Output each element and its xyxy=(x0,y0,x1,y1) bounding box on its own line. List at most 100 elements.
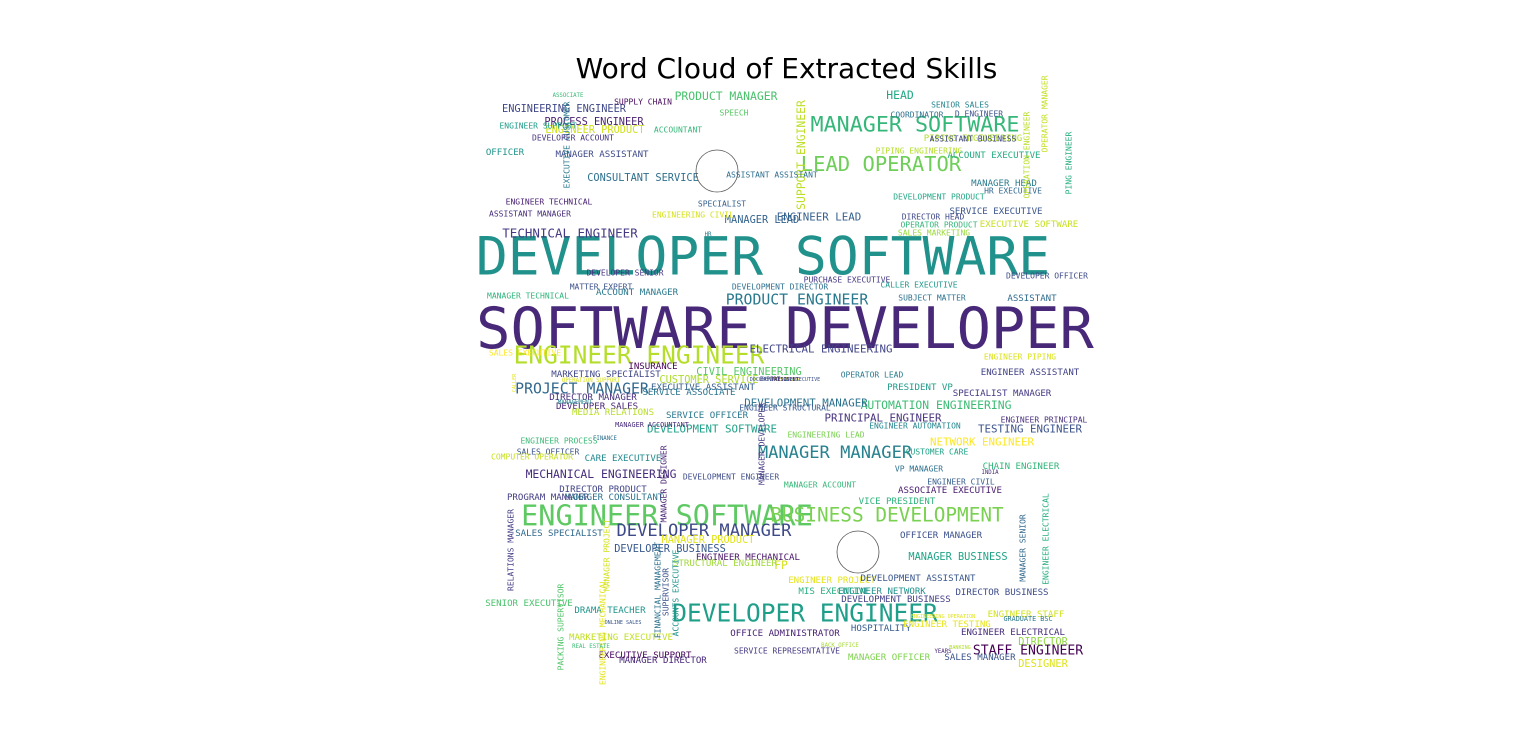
word-112: DEVELOPER SENIOR xyxy=(586,269,663,278)
word-81: ENGINEER TESTING xyxy=(903,620,991,630)
word-108: ENGINEERING CIVIL xyxy=(652,211,734,220)
word-77: DRAMA TEACHER xyxy=(574,606,646,616)
word-46: PIPING ENGINEERING xyxy=(924,134,1023,144)
word-151: YEARS xyxy=(934,649,952,655)
word-106: DEVELOPMENT PRODUCT xyxy=(893,193,985,202)
word-19: PRINCIPAL ENGINEER xyxy=(824,412,942,425)
word-45: SERVICE EXECUTIVE xyxy=(949,207,1042,217)
word-16: PRODUCT MANAGER xyxy=(675,89,778,103)
word-143: OPERATOR MANAGER xyxy=(1041,75,1050,152)
word-102: ASSISTANT BUSINESS xyxy=(930,135,1017,144)
word-21: DEVELOPMENT SOFTWARE xyxy=(647,423,777,436)
word-86: SALES MANAGER xyxy=(944,653,1016,663)
word-23: NETWORK ENGINEER xyxy=(930,436,1035,449)
word-13: TECHNICAL ENGINEER xyxy=(502,226,638,241)
word-123: ENGINEER AUTOMATION xyxy=(869,422,961,431)
word-107: SPECIALIST xyxy=(698,200,746,209)
word-61: DIRECTOR MANAGER xyxy=(549,393,637,403)
word-139: SUPERVISOR xyxy=(662,568,671,616)
word-166: PRESIDENT xyxy=(771,377,799,383)
word-2: ENGINEER SOFTWARE xyxy=(521,500,813,533)
word-92: ASSISTANT MANAGER xyxy=(489,210,571,219)
word-32: MANAGER LEAD xyxy=(725,214,799,226)
word-165: DOCUMENTATION EXECUTIVE xyxy=(750,377,821,383)
word-158: HR xyxy=(705,232,712,238)
word-134: MANAGER ACCOUNTANT xyxy=(615,421,689,429)
word-83: MANAGER DIRECTOR xyxy=(619,656,707,666)
word-49: PRESIDENT VP xyxy=(887,383,953,393)
word-68: MANAGER CONSULTANT xyxy=(565,493,664,503)
word-58: EXECUTIVE ASSISTANT xyxy=(651,383,756,393)
word-99: SENIOR SALES xyxy=(931,101,989,110)
word-87: SERVICE REPRESENTATIVE xyxy=(734,647,840,656)
word-150: BACK OFFICE xyxy=(821,643,859,649)
word-41: MANAGER ASSISTANT xyxy=(555,150,649,160)
word-18: ELECTRICAL ENGINEERING xyxy=(749,343,892,356)
word-136: MANAGER DEVELOPER xyxy=(758,403,767,485)
word-17: AUTOMATION ENGINEERING xyxy=(861,398,1012,412)
word-52: OFFICER MANAGER xyxy=(900,531,983,541)
word-96: ACCOUNTANT xyxy=(654,126,702,135)
word-84: EXECUTIVE SUPPORT xyxy=(598,651,692,661)
word-90: DEVELOPER ACCOUNT xyxy=(532,134,614,143)
word-47: ACCOUNT EXECUTIVE xyxy=(947,151,1040,161)
word-111: SALES MARKETING xyxy=(898,229,970,238)
word-133: GRADUATE BSC xyxy=(1003,615,1052,623)
word-42: ACCOUNT MANAGER xyxy=(596,288,679,298)
word-6: LEAD OPERATOR xyxy=(801,152,962,176)
word-71: DEVELOPMENT ASSISTANT xyxy=(861,574,976,584)
mask-circle-bottom xyxy=(836,530,880,574)
word-73: ENGINEER NETWORK xyxy=(838,587,926,597)
word-104: ASSISTANT ASSISTANT xyxy=(726,171,818,180)
word-82: ENGINEER STAFF xyxy=(988,610,1065,620)
word-128: ENGINEER PROCESS xyxy=(520,437,597,446)
word-152: FINANCE xyxy=(593,436,618,442)
word-109: DIRECTOR HEAD xyxy=(902,213,965,222)
word-142: OPERATION ENGINEER xyxy=(1023,111,1032,198)
word-164: TELECALLER xyxy=(770,377,802,383)
word-62: DEVELOPER SALES xyxy=(556,402,638,412)
word-15: MECHANICAL ENGINEERING xyxy=(526,467,677,481)
word-5: MANAGER SOFTWARE xyxy=(811,113,1020,138)
word-79: OFFICE ADMINISTRATOR xyxy=(730,629,840,639)
word-1: DEVELOPER SOFTWARE xyxy=(476,227,1050,288)
word-0: SOFTWARE DEVELOPER xyxy=(476,296,1094,362)
word-97: ENGINEER SUPPORT xyxy=(499,122,576,131)
word-35: CUSTOMER SERVICE xyxy=(659,374,758,386)
word-25: HEAD xyxy=(886,88,914,102)
word-127: ENGINEER PRINCIPAL xyxy=(1001,416,1088,425)
word-55: ENGINEER ELECTRICAL xyxy=(961,628,1066,638)
word-103: PIPING ENGINEERING xyxy=(876,147,963,156)
word-14: SUPPORT ENGINEER xyxy=(794,100,808,210)
word-20: ENGINEER LEAD xyxy=(777,211,862,224)
word-114: DEVELOPMENT DIRECTOR xyxy=(732,283,829,292)
word-100: COORDINATOR xyxy=(891,111,944,120)
word-117: DEVELOPER OFFICER xyxy=(1006,272,1088,281)
word-157: MANAGEMENT xyxy=(558,400,593,406)
word-129: SALES OFFICER xyxy=(517,448,580,457)
word-10: PROJECT MANAGER xyxy=(515,381,649,398)
word-94: SALES EXECUTIVE xyxy=(489,349,561,358)
word-3: ENGINEER ENGINEER xyxy=(514,341,765,370)
word-98: SPEECH xyxy=(720,109,749,118)
word-159: ENGINEERING OPERATION xyxy=(911,614,975,620)
word-8: DEVELOPER MANAGER xyxy=(617,521,793,541)
word-51: CHAIN ENGINEER xyxy=(983,462,1060,472)
word-67: PROGRAM MANAGER xyxy=(507,493,590,503)
word-146: ENGINEER ELECTRICAL xyxy=(1042,493,1051,585)
word-4: DEVELOPER ENGINEER xyxy=(672,599,938,628)
word-7: BUSINESS DEVELOPMENT xyxy=(770,504,1004,527)
word-119: ENGINEER PIPING xyxy=(984,353,1056,362)
word-28: MANAGER BUSINESS xyxy=(908,551,1007,563)
word-38: DESIGNER xyxy=(1018,658,1068,670)
word-130: COMPUTER OPERATOR xyxy=(491,453,573,462)
word-95: SUPPLY CHAIN xyxy=(614,98,672,107)
word-162: CALLER xyxy=(512,373,518,392)
word-70: ENGINEER PROJECT xyxy=(788,576,876,586)
word-75: DIRECTOR BUSINESS xyxy=(955,588,1048,598)
word-24: TESTING ENGINEER xyxy=(978,423,1083,436)
word-154: INDIA xyxy=(981,470,999,476)
word-88: OFFICER xyxy=(486,148,525,158)
word-76: SENIOR EXECUTIVE xyxy=(485,599,573,609)
word-27: PROCESS ENGINEER xyxy=(544,116,644,128)
